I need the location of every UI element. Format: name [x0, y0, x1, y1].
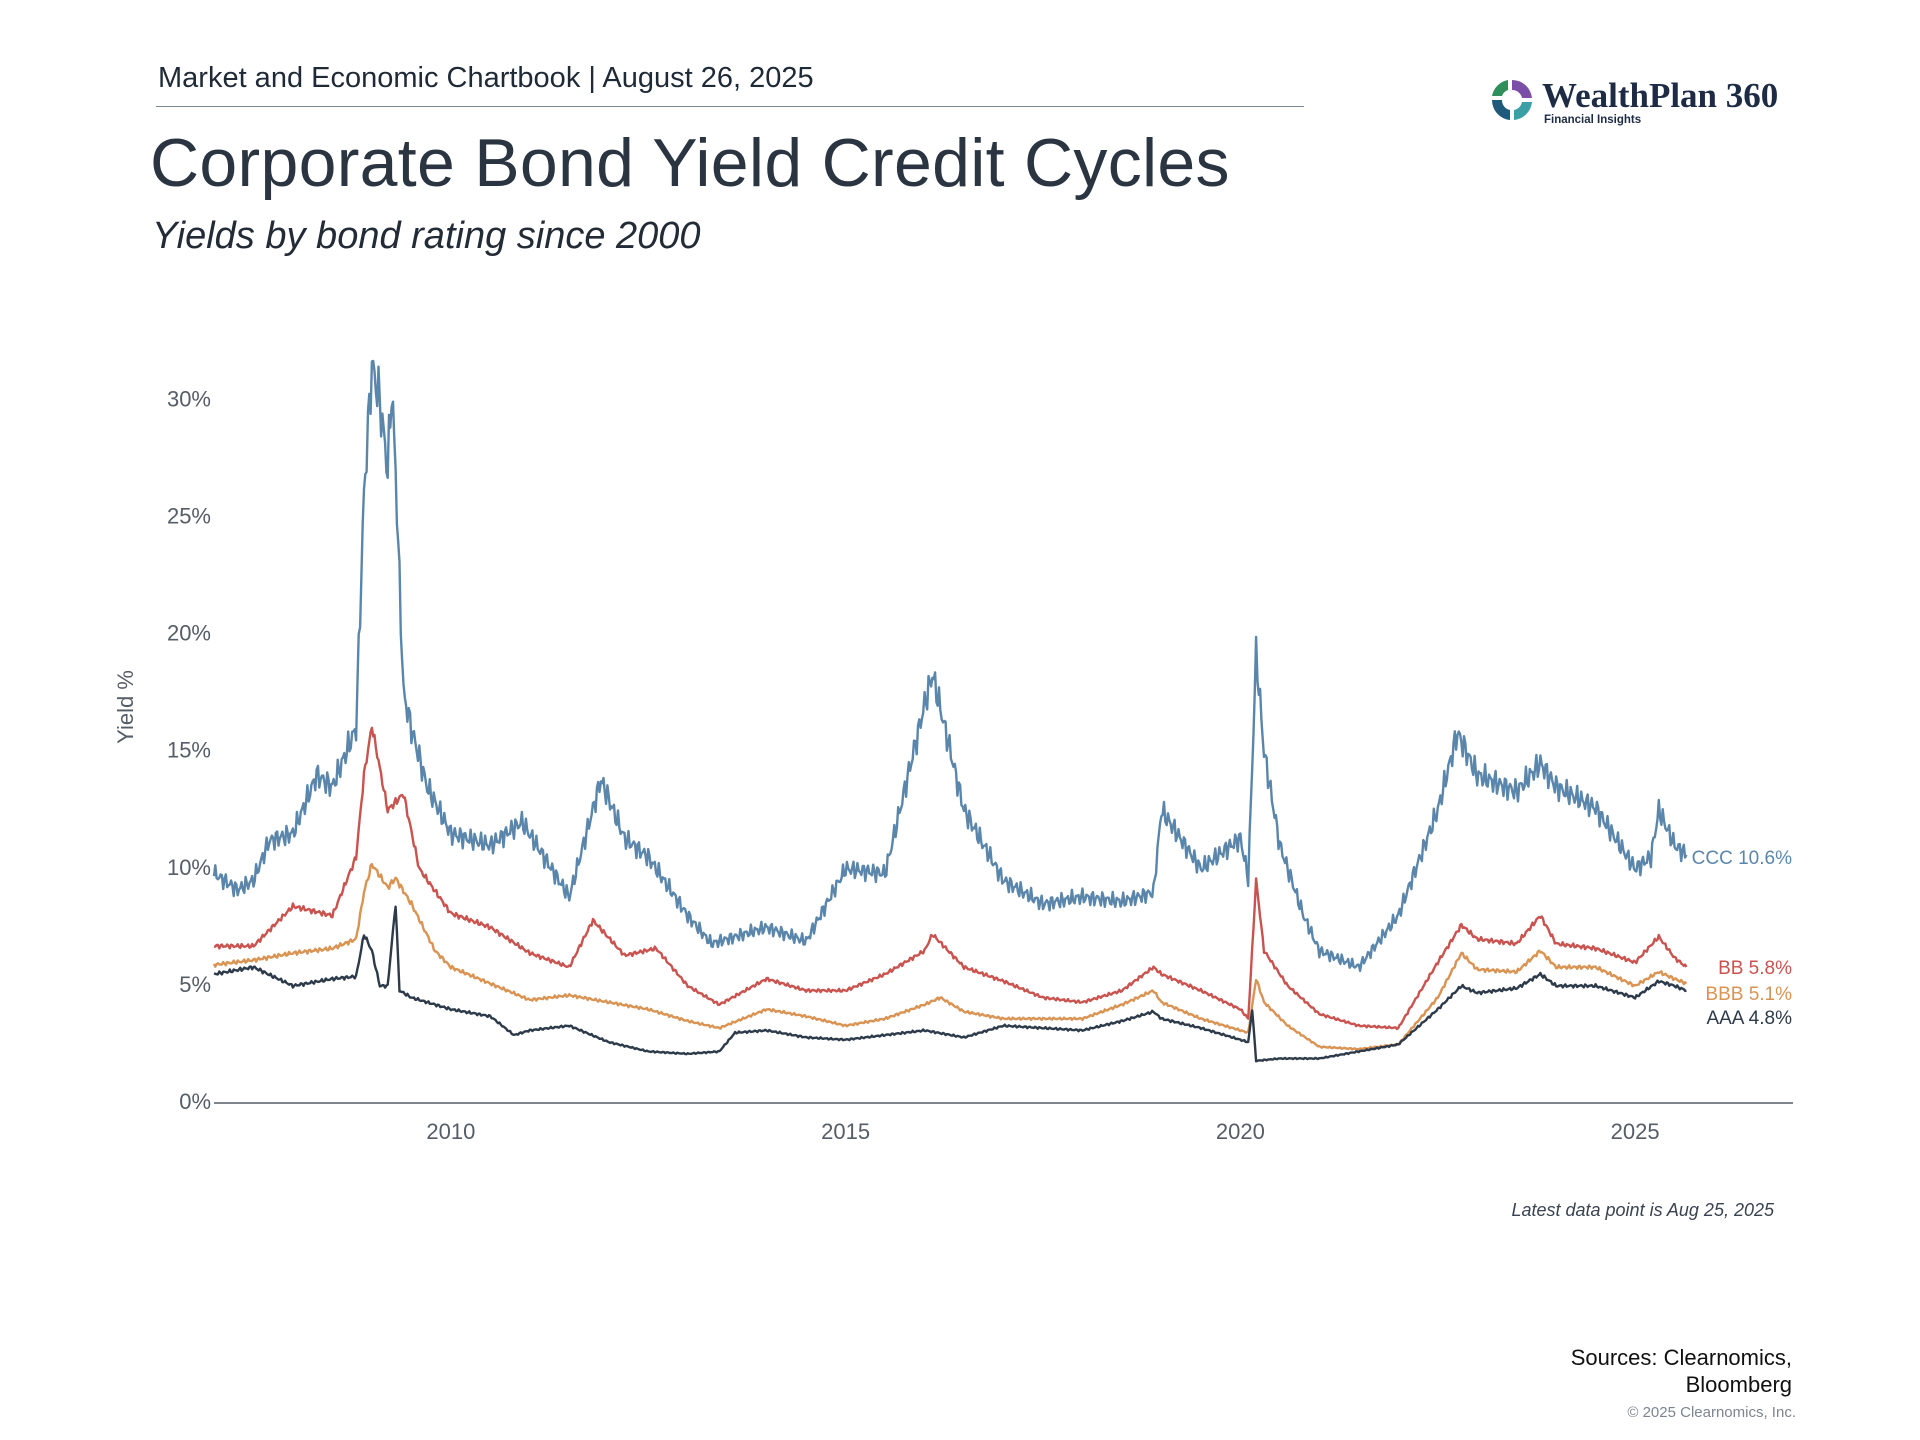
series-line-bbb	[212, 862, 1688, 1051]
end-label-bb: BB 5.8%	[1718, 958, 1792, 979]
end-label-ccc: CCC 10.6%	[1692, 848, 1792, 869]
series-line-aaa	[213, 905, 1687, 1063]
y-tick-label: 10%	[167, 855, 211, 880]
x-tick-label: 2020	[1216, 1119, 1265, 1144]
latest-data-note: Latest data point is Aug 25, 2025	[1511, 1200, 1774, 1220]
logo-tagline: Financial Insights	[1544, 114, 1642, 126]
y-axis-title: Yield %	[113, 670, 138, 744]
series-line-bb	[213, 726, 1688, 1031]
chartbook-header: Market and Economic Chartbook | August 2…	[158, 62, 814, 94]
end-label-aaa: AAA 4.8%	[1706, 1008, 1792, 1029]
sources-line-1: Sources: Clearnomics,	[1570, 1345, 1792, 1370]
x-tick-label: 2015	[821, 1119, 870, 1144]
page-title: Corporate Bond Yield Credit Cycles	[150, 125, 1230, 201]
sources: Sources: Clearnomics, Bloomberg	[1571, 1344, 1792, 1398]
logo-name: WealthPlan 360	[1542, 76, 1779, 115]
copyright: © 2025 Clearnomics, Inc.	[1627, 1404, 1796, 1421]
y-tick-label: 25%	[167, 503, 211, 528]
x-tick-label: 2010	[426, 1119, 475, 1144]
y-tick-label: 0%	[179, 1089, 211, 1114]
x-tick-label: 2025	[1611, 1119, 1660, 1144]
page-subtitle: Yields by bond rating since 2000	[152, 215, 701, 257]
logo-mark-icon	[1491, 79, 1532, 120]
y-tick-label: 5%	[179, 972, 211, 997]
end-label-bbb: BBB 5.1%	[1705, 984, 1792, 1005]
brand-logo: WealthPlan 360 Financial Insights	[1488, 74, 1788, 134]
header-divider	[156, 106, 1304, 107]
y-tick-label: 20%	[167, 621, 211, 646]
sources-line-2: Bloomberg	[1685, 1372, 1792, 1397]
series-line-ccc	[212, 359, 1688, 973]
y-tick-label: 30%	[167, 386, 211, 411]
y-tick-label: 15%	[167, 738, 211, 763]
